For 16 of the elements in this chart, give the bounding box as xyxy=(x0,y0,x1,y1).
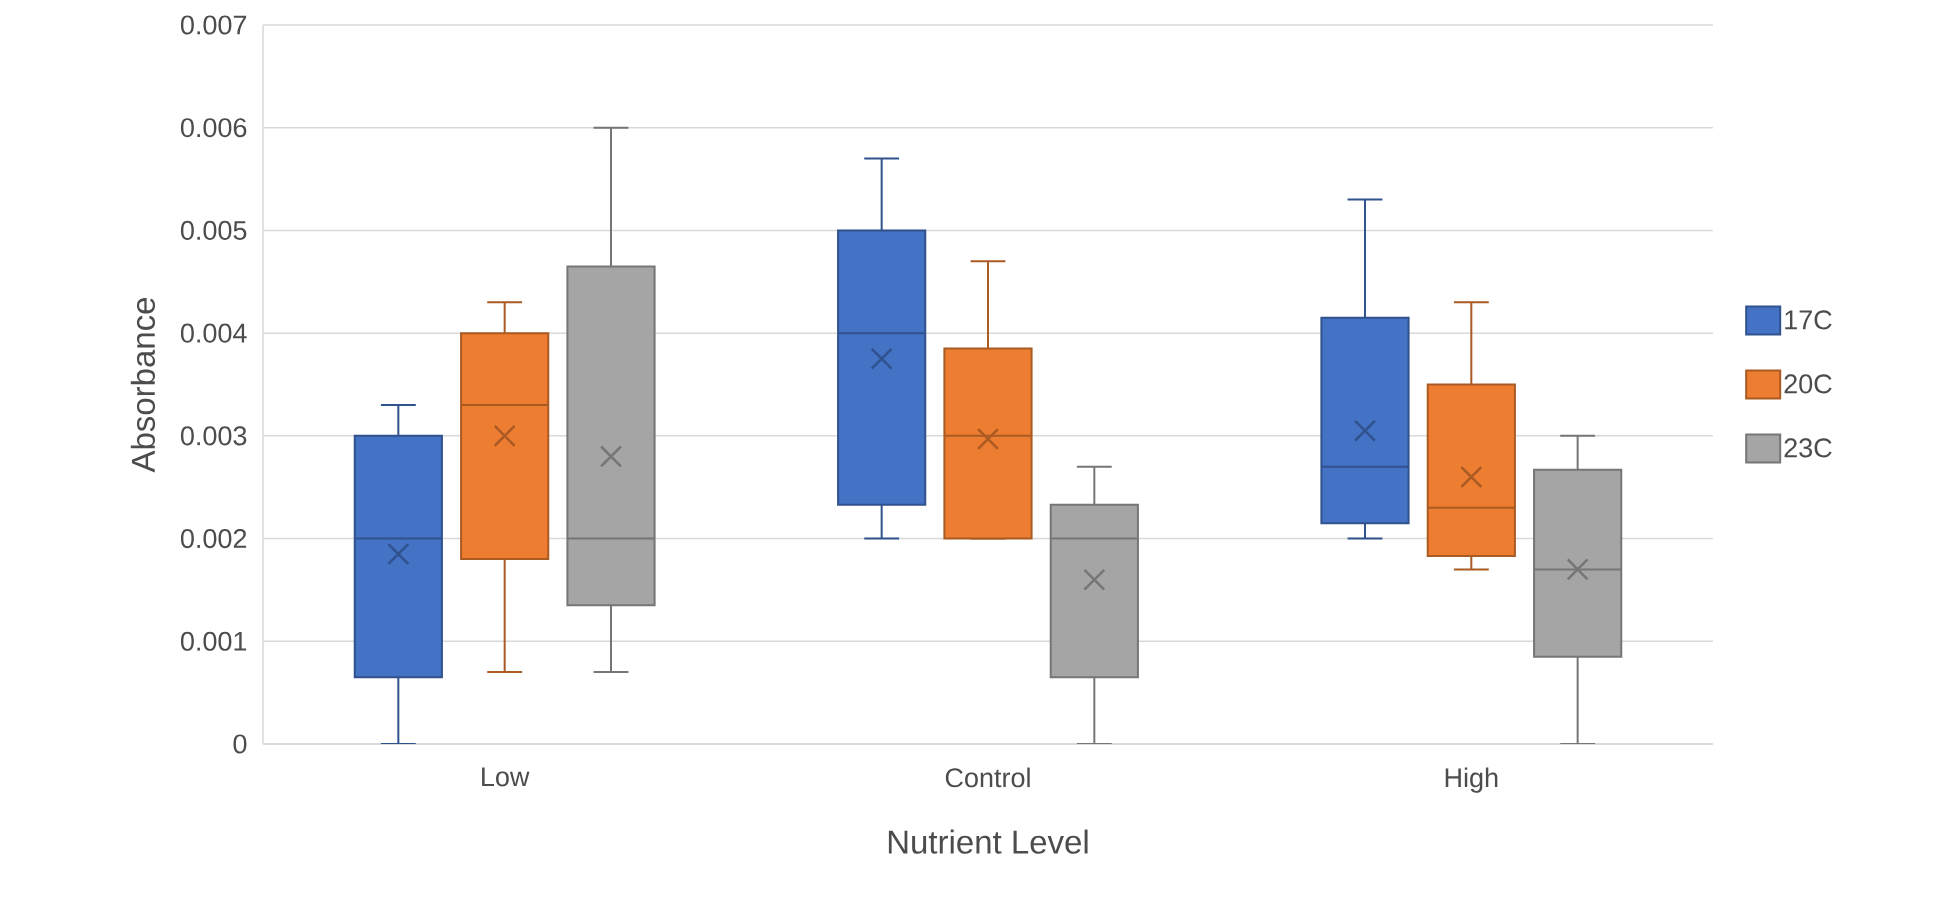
y-tick-label: 0.004 xyxy=(180,323,247,343)
y-tick-label: 0.005 xyxy=(180,220,247,240)
y-tick-label: 0.006 xyxy=(180,118,247,138)
y-tick-label: 0.001 xyxy=(180,631,247,651)
y-tick-label: 0.007 xyxy=(180,15,247,35)
legend-label: 23C xyxy=(1784,438,1832,458)
x-tick-label: High xyxy=(1445,767,1498,793)
x-tick-label: Low xyxy=(482,767,530,787)
y-axis-title: Absorbance xyxy=(130,297,156,473)
x-tick-label: Control xyxy=(945,767,1030,788)
x-axis-title: Nutrient Level xyxy=(888,829,1088,854)
y-tick-label: 0.002 xyxy=(180,529,247,549)
legend-label: 20C xyxy=(1784,374,1832,394)
y-tick-label: 0 xyxy=(233,734,247,754)
legend-label: 17C xyxy=(1785,310,1832,330)
y-tick-label: 0.003 xyxy=(180,426,247,446)
